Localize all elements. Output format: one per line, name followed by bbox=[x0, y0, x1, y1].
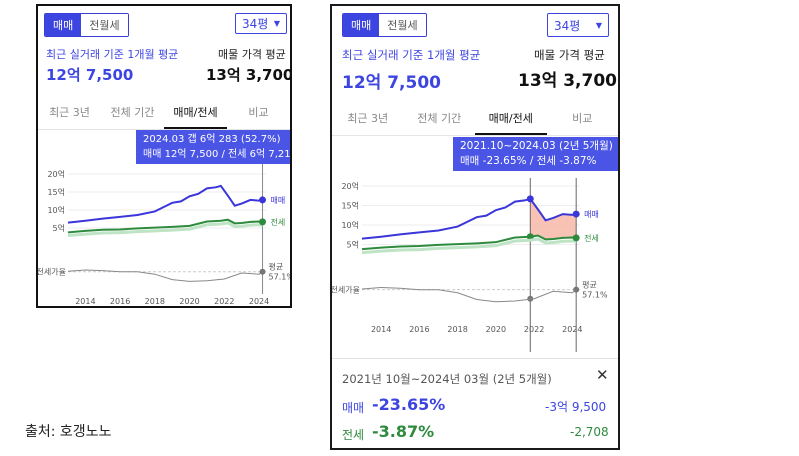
gap-average-value: 57.1% bbox=[269, 273, 292, 282]
y-tick-label: 20억 bbox=[341, 181, 359, 191]
dropdown-arrow-icon: ▼ bbox=[595, 20, 602, 30]
recent-price-label: 최근 실거래 기준 1개월 평균 bbox=[46, 48, 179, 61]
tooltip-line-1: 2021.10~2024.03 (2년 5개월) bbox=[460, 140, 613, 152]
size-select[interactable]: 34평 ▼ bbox=[235, 13, 287, 34]
x-tick-label: 2022 bbox=[214, 297, 234, 306]
summary-period: 2021년 10월~2024년 03월 (2년 5개월) bbox=[342, 372, 552, 386]
x-tick-label: 2020 bbox=[179, 297, 199, 306]
x-tick-label: 2020 bbox=[486, 325, 506, 334]
legend-sale-label: 매매 bbox=[584, 210, 599, 219]
tab-recent-3y[interactable]: 최근 3년 bbox=[347, 112, 389, 125]
gap-average-label: 평균 bbox=[582, 280, 597, 290]
y-tick-label: 20억 bbox=[47, 169, 65, 179]
listing-price-value: 13억 3,700 bbox=[206, 66, 292, 84]
sale-toggle-button[interactable]: 매매 bbox=[45, 14, 82, 36]
recent-price-value: 12억 7,500 bbox=[342, 73, 441, 93]
size-select-value: 34평 bbox=[242, 17, 269, 31]
sale-series-line bbox=[361, 197, 577, 240]
close-icon[interactable]: ✕ bbox=[596, 366, 609, 384]
tab-recent-3y[interactable]: 최근 3년 bbox=[49, 106, 90, 119]
sale-end-point bbox=[259, 196, 267, 204]
sale-series-line bbox=[67, 184, 263, 224]
size-select[interactable]: 34평 ▼ bbox=[547, 13, 609, 37]
legend-jeonse-label: 전세 bbox=[584, 233, 599, 243]
rent-toggle-button[interactable]: 전월세 bbox=[81, 14, 128, 36]
recent-price-label: 최근 실거래 기준 1개월 평균 bbox=[342, 48, 481, 62]
summary-sale-label: 매매 bbox=[342, 401, 365, 415]
gap-ratio-line bbox=[361, 286, 577, 303]
tab-compare[interactable]: 비교 bbox=[572, 112, 593, 125]
legend-jeonse-label: 전세 bbox=[271, 217, 286, 227]
size-select-value: 34평 bbox=[554, 18, 581, 33]
trade-type-toggle[interactable]: 매매 전월세 bbox=[342, 13, 427, 37]
jeonse-end-point bbox=[572, 234, 580, 242]
jeonse-series-line bbox=[361, 234, 577, 251]
gap-ratio-end-point bbox=[573, 286, 580, 293]
y-tick-label: 15억 bbox=[341, 201, 359, 211]
x-tick-label: 2014 bbox=[371, 325, 391, 334]
right-price-panel: 매매 전월세 34평 ▼ 최근 실거래 기준 1개월 평균 매물 가격 평균 1… bbox=[330, 4, 620, 450]
price-chart[interactable]: 20억 15억 10억 5억 2014 2016 2018 2020 2022 2024 매매전세전… bbox=[331, 174, 618, 352]
x-tick-label: 2018 bbox=[447, 325, 467, 334]
x-tick-label: 2024 bbox=[249, 297, 269, 306]
listing-price-label: 매물 가격 평균 bbox=[534, 48, 605, 62]
tab-compare[interactable]: 비교 bbox=[248, 106, 269, 119]
tooltip-line-1: 2024.03 갭 6억 283 (52.7%) bbox=[143, 134, 281, 145]
x-tick-label: 2022 bbox=[524, 325, 544, 334]
jeonse-end-point bbox=[259, 218, 267, 226]
summary-jeonse-percent: -3.87% bbox=[372, 422, 435, 441]
y-tick-label: 10억 bbox=[341, 220, 359, 230]
tab-sale-jeonse[interactable]: 매매/전세 bbox=[475, 110, 547, 135]
summary-sale-percent: -23.65% bbox=[372, 395, 446, 414]
selected-range-fill bbox=[530, 198, 577, 240]
tab-sale-jeonse[interactable]: 매매/전세 bbox=[164, 104, 227, 129]
gap-average-label: 평균 bbox=[269, 262, 284, 272]
gap-average-value: 57.1% bbox=[582, 291, 608, 300]
x-tick-label: 2016 bbox=[110, 297, 130, 306]
tab-all-period[interactable]: 전체 기간 bbox=[417, 112, 462, 125]
x-tick-label: 2016 bbox=[409, 325, 429, 334]
period-tabs: 최근 3년 전체 기간 매매/전세 비교 bbox=[332, 110, 618, 136]
tooltip-line-2: 매매 12억 7,500 / 전세 6억 7,217 bbox=[143, 149, 292, 160]
listing-price-label: 매물 가격 평균 bbox=[218, 48, 286, 61]
y-tick-label: 5억 bbox=[347, 240, 359, 250]
left-price-panel: 매매 전월세 34평 ▼ 최근 실거래 기준 1개월 평균 매물 가격 평균 1… bbox=[36, 4, 292, 308]
period-tabs: 최근 3년 전체 기간 매매/전세 비교 bbox=[38, 104, 290, 130]
tab-all-period[interactable]: 전체 기간 bbox=[110, 106, 155, 119]
x-tick-label: 2014 bbox=[75, 297, 95, 306]
jeonse-series-line bbox=[67, 218, 263, 234]
gap-ratio-end-point bbox=[259, 268, 266, 275]
gap-ratio-label: 전세가율 bbox=[331, 285, 360, 295]
source-caption: 출처: 호갱노노 bbox=[25, 424, 112, 440]
chart-tooltip: 2021.10~2024.03 (2년 5개월) 매매 -23.65% / 전세… bbox=[453, 137, 618, 171]
y-tick-label: 15억 bbox=[47, 187, 65, 197]
dropdown-arrow-icon: ▼ bbox=[273, 19, 280, 28]
summary-jeonse-amount: -2,708 bbox=[570, 425, 609, 439]
x-tick-label: 2024 bbox=[562, 325, 582, 334]
sale-toggle-button[interactable]: 매매 bbox=[343, 14, 380, 36]
summary-jeonse-label: 전세 bbox=[342, 428, 365, 442]
sale-end-point bbox=[572, 210, 580, 218]
y-tick-label: 10억 bbox=[47, 205, 65, 215]
tooltip-line-2: 매매 -23.65% / 전세 -3.87% bbox=[460, 155, 597, 167]
gap-ratio-label: 전세가율 bbox=[37, 267, 66, 277]
legend-sale-label: 매매 bbox=[271, 196, 286, 205]
gap-ratio-line bbox=[67, 269, 263, 282]
x-tick-label: 2018 bbox=[145, 297, 165, 306]
y-tick-label: 5억 bbox=[53, 223, 65, 233]
chart-tooltip: 2024.03 갭 6억 283 (52.7%) 매매 12억 7,500 / … bbox=[136, 130, 292, 164]
rent-toggle-button[interactable]: 전월세 bbox=[379, 14, 426, 36]
jeonse-spread-band bbox=[67, 221, 263, 238]
recent-price-value: 12억 7,500 bbox=[46, 66, 134, 84]
listing-price-value: 13억 3,700 bbox=[518, 71, 617, 91]
trade-type-toggle[interactable]: 매매 전월세 bbox=[44, 13, 129, 37]
summary-sale-amount: -3억 9,500 bbox=[545, 400, 607, 414]
price-chart[interactable]: 20억 15억 10억 5억 2014 2016 2018 2020 2022 2024 매매전세전… bbox=[38, 164, 290, 308]
summary-divider bbox=[332, 358, 618, 359]
jeonse-spread-band bbox=[361, 237, 577, 255]
